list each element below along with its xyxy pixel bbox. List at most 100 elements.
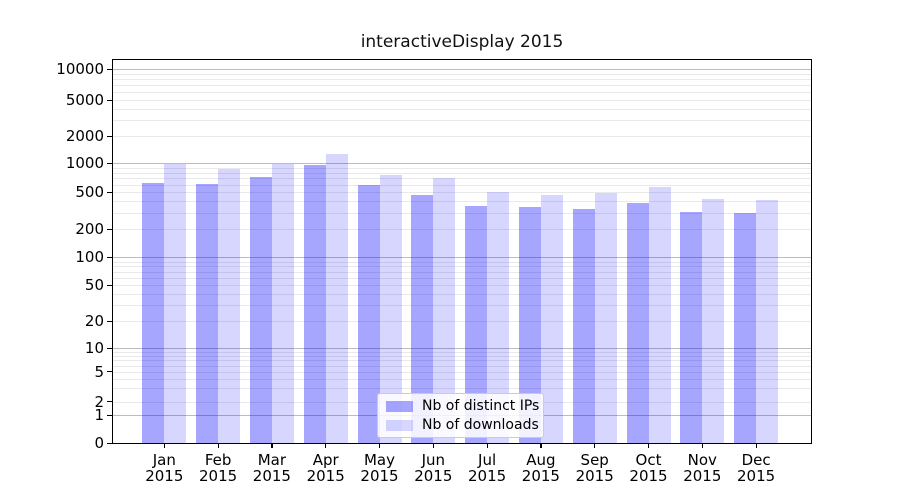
major-gridline — [113, 348, 811, 350]
x-tick-mark — [325, 444, 327, 448]
y-tick-label: 50 — [84, 276, 104, 294]
x-tick-month: Mar — [257, 451, 287, 469]
x-tick-month: Feb — [204, 451, 232, 469]
y-tick-label: 2 — [94, 392, 104, 411]
minor-gridline — [113, 178, 811, 180]
x-tick-month: Oct — [635, 451, 662, 469]
minor-gridline — [113, 184, 811, 186]
minor-gridline — [113, 108, 811, 110]
minor-gridline — [113, 351, 811, 353]
y-tick-mark — [107, 135, 113, 137]
x-tick-label: Oct 2015 — [617, 451, 681, 485]
bar-distinct-ips-jan — [142, 182, 165, 443]
minor-gridline — [113, 379, 811, 380]
chart-title: interactiveDisplay 2015 — [360, 32, 564, 52]
y-tick-mark — [107, 99, 113, 101]
x-tick-year: 2015 — [414, 466, 453, 485]
x-tick-year: 2015 — [521, 466, 560, 485]
x-tick-month: Jul — [478, 451, 497, 469]
y-tick-mark — [107, 256, 113, 259]
y-tick-mark — [107, 371, 113, 373]
y-tick-label: 500 — [75, 183, 104, 201]
x-tick-label: Aug 2015 — [509, 452, 573, 485]
y-tick-label: 5 — [94, 362, 104, 381]
bar-downloads-oct — [648, 187, 671, 443]
y-tick-label: 1 — [94, 406, 104, 424]
bar-distinct-ips-sep — [572, 209, 595, 443]
plot-area: Nb of distinct IPs Nb of downloads — [112, 59, 812, 444]
minor-gridline — [113, 305, 811, 307]
x-tick-year: 2015 — [683, 466, 722, 485]
major-gridline — [113, 163, 811, 165]
x-tick-year: 2015 — [629, 466, 668, 485]
minor-gridline — [113, 293, 811, 295]
y-tick-mark — [107, 401, 113, 403]
bar-distinct-ips-feb — [196, 183, 219, 443]
bar-downloads-aug — [540, 195, 563, 443]
x-tick-label: Mar 2015 — [240, 451, 304, 484]
x-tick-year: 2015 — [737, 466, 776, 485]
x-tick-mark — [540, 444, 542, 448]
x-tick-label: Jan 2015 — [132, 452, 196, 485]
minor-gridline — [113, 91, 811, 93]
x-tick-mark — [755, 444, 757, 448]
y-tick-label: 200 — [75, 220, 104, 238]
x-tick-month: May — [363, 451, 395, 469]
x-tick-month: Apr — [312, 451, 339, 469]
y-tick-label: 10 — [84, 339, 104, 358]
bar-distinct-ips-jun — [411, 195, 434, 443]
bar-distinct-ips-aug — [518, 207, 541, 443]
y-tick-label: 10000 — [56, 60, 104, 78]
minor-gridline — [113, 271, 811, 273]
minor-gridline — [113, 73, 811, 75]
minor-gridline — [113, 201, 811, 202]
bar-downloads-dec — [756, 199, 779, 443]
x-tick-month: Dec — [741, 451, 771, 469]
y-tick-mark — [107, 228, 113, 230]
y-tick-label: 0 — [94, 434, 104, 452]
x-tick-mark — [379, 444, 381, 448]
x-tick-label: May 2015 — [348, 451, 412, 484]
x-tick-label: Apr 2015 — [294, 451, 358, 485]
y-tick-mark — [107, 162, 113, 165]
x-tick-year: 2015 — [306, 466, 345, 485]
minor-gridline — [113, 285, 811, 286]
x-tick-year: 2015 — [145, 466, 184, 485]
minor-gridline — [113, 136, 811, 137]
minor-gridline — [113, 85, 811, 86]
minor-gridline — [113, 100, 811, 101]
bar-downloads-jul — [487, 192, 510, 443]
y-tick-label: 1000 — [65, 154, 104, 173]
minor-gridline — [113, 355, 811, 357]
minor-gridline — [113, 167, 811, 169]
bar-downloads-sep — [594, 193, 617, 443]
bar-downloads-jun — [433, 177, 456, 443]
x-tick-month: Jun — [421, 451, 446, 469]
bar-downloads-mar — [271, 163, 294, 443]
bar-downloads-feb — [218, 168, 241, 443]
bar-distinct-ips-may — [357, 184, 380, 443]
x-tick-label: Nov 2015 — [670, 452, 734, 485]
major-gridline — [113, 69, 811, 70]
legend-item-nb-of-downloads: Nb of downloads — [386, 418, 539, 432]
x-tick-year: 2015 — [468, 466, 507, 485]
bar-downloads-apr — [325, 153, 348, 443]
x-tick-mark — [163, 444, 166, 448]
bar-distinct-ips-mar — [249, 176, 272, 443]
x-tick-mark — [486, 444, 488, 448]
minor-gridline — [113, 277, 811, 279]
x-tick-label: Feb 2015 — [186, 451, 250, 484]
y-tick-mark — [107, 191, 113, 193]
minor-gridline — [113, 192, 811, 193]
legend-swatch — [386, 419, 413, 431]
minor-gridline — [113, 120, 811, 122]
y-tick-mark — [107, 414, 113, 416]
x-tick-mark — [701, 444, 704, 448]
legend-item-nb-of-distinct-ips: Nb of distinct IPs — [386, 399, 539, 413]
minor-gridline — [113, 229, 811, 230]
legend-item-label: Nb of downloads — [422, 417, 539, 433]
x-tick-year: 2015 — [575, 466, 614, 485]
legend-item-label: Nb of distinct IPs — [422, 398, 540, 414]
minor-gridline — [113, 261, 811, 263]
